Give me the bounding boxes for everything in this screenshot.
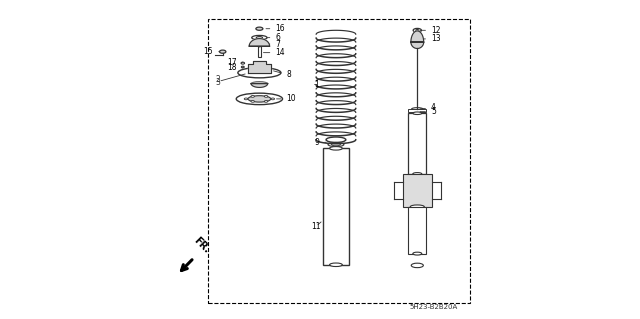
Ellipse shape xyxy=(412,263,423,268)
Ellipse shape xyxy=(256,27,263,30)
Ellipse shape xyxy=(236,93,282,105)
Bar xyxy=(408,113,426,174)
Ellipse shape xyxy=(413,252,422,255)
Text: FR.: FR. xyxy=(192,235,212,255)
Ellipse shape xyxy=(271,98,275,100)
Bar xyxy=(209,19,470,303)
Polygon shape xyxy=(248,61,271,73)
Ellipse shape xyxy=(332,143,340,146)
Ellipse shape xyxy=(220,50,226,53)
Text: 4: 4 xyxy=(420,103,436,112)
Ellipse shape xyxy=(264,100,268,102)
Bar xyxy=(408,207,426,254)
Polygon shape xyxy=(249,39,269,46)
Ellipse shape xyxy=(412,108,423,110)
Text: 5: 5 xyxy=(420,107,436,116)
Text: 8: 8 xyxy=(273,70,291,79)
Ellipse shape xyxy=(251,95,255,97)
Polygon shape xyxy=(251,84,268,87)
Ellipse shape xyxy=(413,112,422,115)
Bar xyxy=(323,148,349,265)
Text: 14: 14 xyxy=(264,48,285,57)
Ellipse shape xyxy=(252,35,267,40)
Ellipse shape xyxy=(410,205,424,209)
Polygon shape xyxy=(411,42,424,48)
Ellipse shape xyxy=(244,98,248,100)
Ellipse shape xyxy=(413,28,422,32)
Text: 3: 3 xyxy=(216,78,220,87)
Ellipse shape xyxy=(413,173,422,175)
Text: 6: 6 xyxy=(268,33,280,42)
Text: 5H23-B2B20A: 5H23-B2B20A xyxy=(409,304,458,310)
Text: 9: 9 xyxy=(314,138,326,147)
Ellipse shape xyxy=(241,62,244,64)
Ellipse shape xyxy=(330,263,342,267)
Ellipse shape xyxy=(251,82,268,85)
Text: 1: 1 xyxy=(314,80,319,89)
Ellipse shape xyxy=(251,100,255,102)
Ellipse shape xyxy=(241,66,244,68)
Ellipse shape xyxy=(258,46,260,47)
Ellipse shape xyxy=(264,95,268,97)
Text: 13: 13 xyxy=(424,34,440,43)
Text: 15: 15 xyxy=(204,47,220,56)
Bar xyxy=(258,46,260,57)
Ellipse shape xyxy=(238,68,281,78)
Text: 7: 7 xyxy=(269,40,280,48)
Text: 17: 17 xyxy=(227,58,243,67)
Polygon shape xyxy=(411,31,424,42)
Text: 18: 18 xyxy=(227,63,243,72)
Text: 10: 10 xyxy=(276,94,296,103)
Text: 12: 12 xyxy=(420,26,440,35)
Ellipse shape xyxy=(326,137,346,142)
Text: 2: 2 xyxy=(216,75,220,84)
Ellipse shape xyxy=(416,29,419,31)
Bar xyxy=(403,174,431,207)
Ellipse shape xyxy=(256,36,262,39)
Ellipse shape xyxy=(248,96,271,102)
Ellipse shape xyxy=(330,147,342,150)
Text: 16: 16 xyxy=(266,24,285,33)
Bar xyxy=(408,109,426,112)
Ellipse shape xyxy=(328,142,344,147)
Text: 11: 11 xyxy=(311,222,321,231)
